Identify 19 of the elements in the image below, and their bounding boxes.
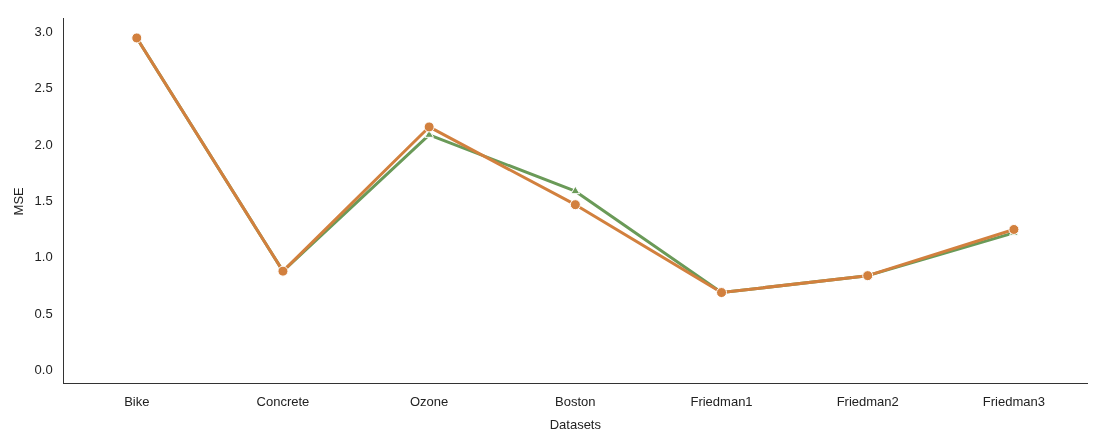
- point: [423, 121, 435, 133]
- y-tick-label: 2.5: [34, 80, 53, 96]
- point: [1008, 223, 1020, 235]
- x-tick-label: Friedman3: [982, 394, 1045, 410]
- x-tick-label: Boston: [555, 394, 596, 410]
- x-tick-label: Bike: [124, 394, 150, 410]
- y-tick-label: 2.0: [34, 136, 53, 152]
- y-tick-label: 3.0: [34, 23, 53, 39]
- x-tick-label: Friedman2: [836, 394, 899, 410]
- x-tick-label: Concrete: [256, 394, 310, 410]
- y-tick-label: 1.0: [34, 249, 53, 265]
- y-tick-label: 0.5: [34, 305, 53, 321]
- y-axis-title: MSE: [11, 186, 27, 216]
- y-tick-label: 0.0: [34, 361, 53, 377]
- x-tick-label: Ozone: [409, 394, 449, 410]
- x-axis-title: Datasets: [549, 416, 602, 432]
- y-tick-label: 1.5: [34, 192, 53, 208]
- x-tick-label: Friedman1: [690, 394, 753, 410]
- point: [569, 199, 581, 211]
